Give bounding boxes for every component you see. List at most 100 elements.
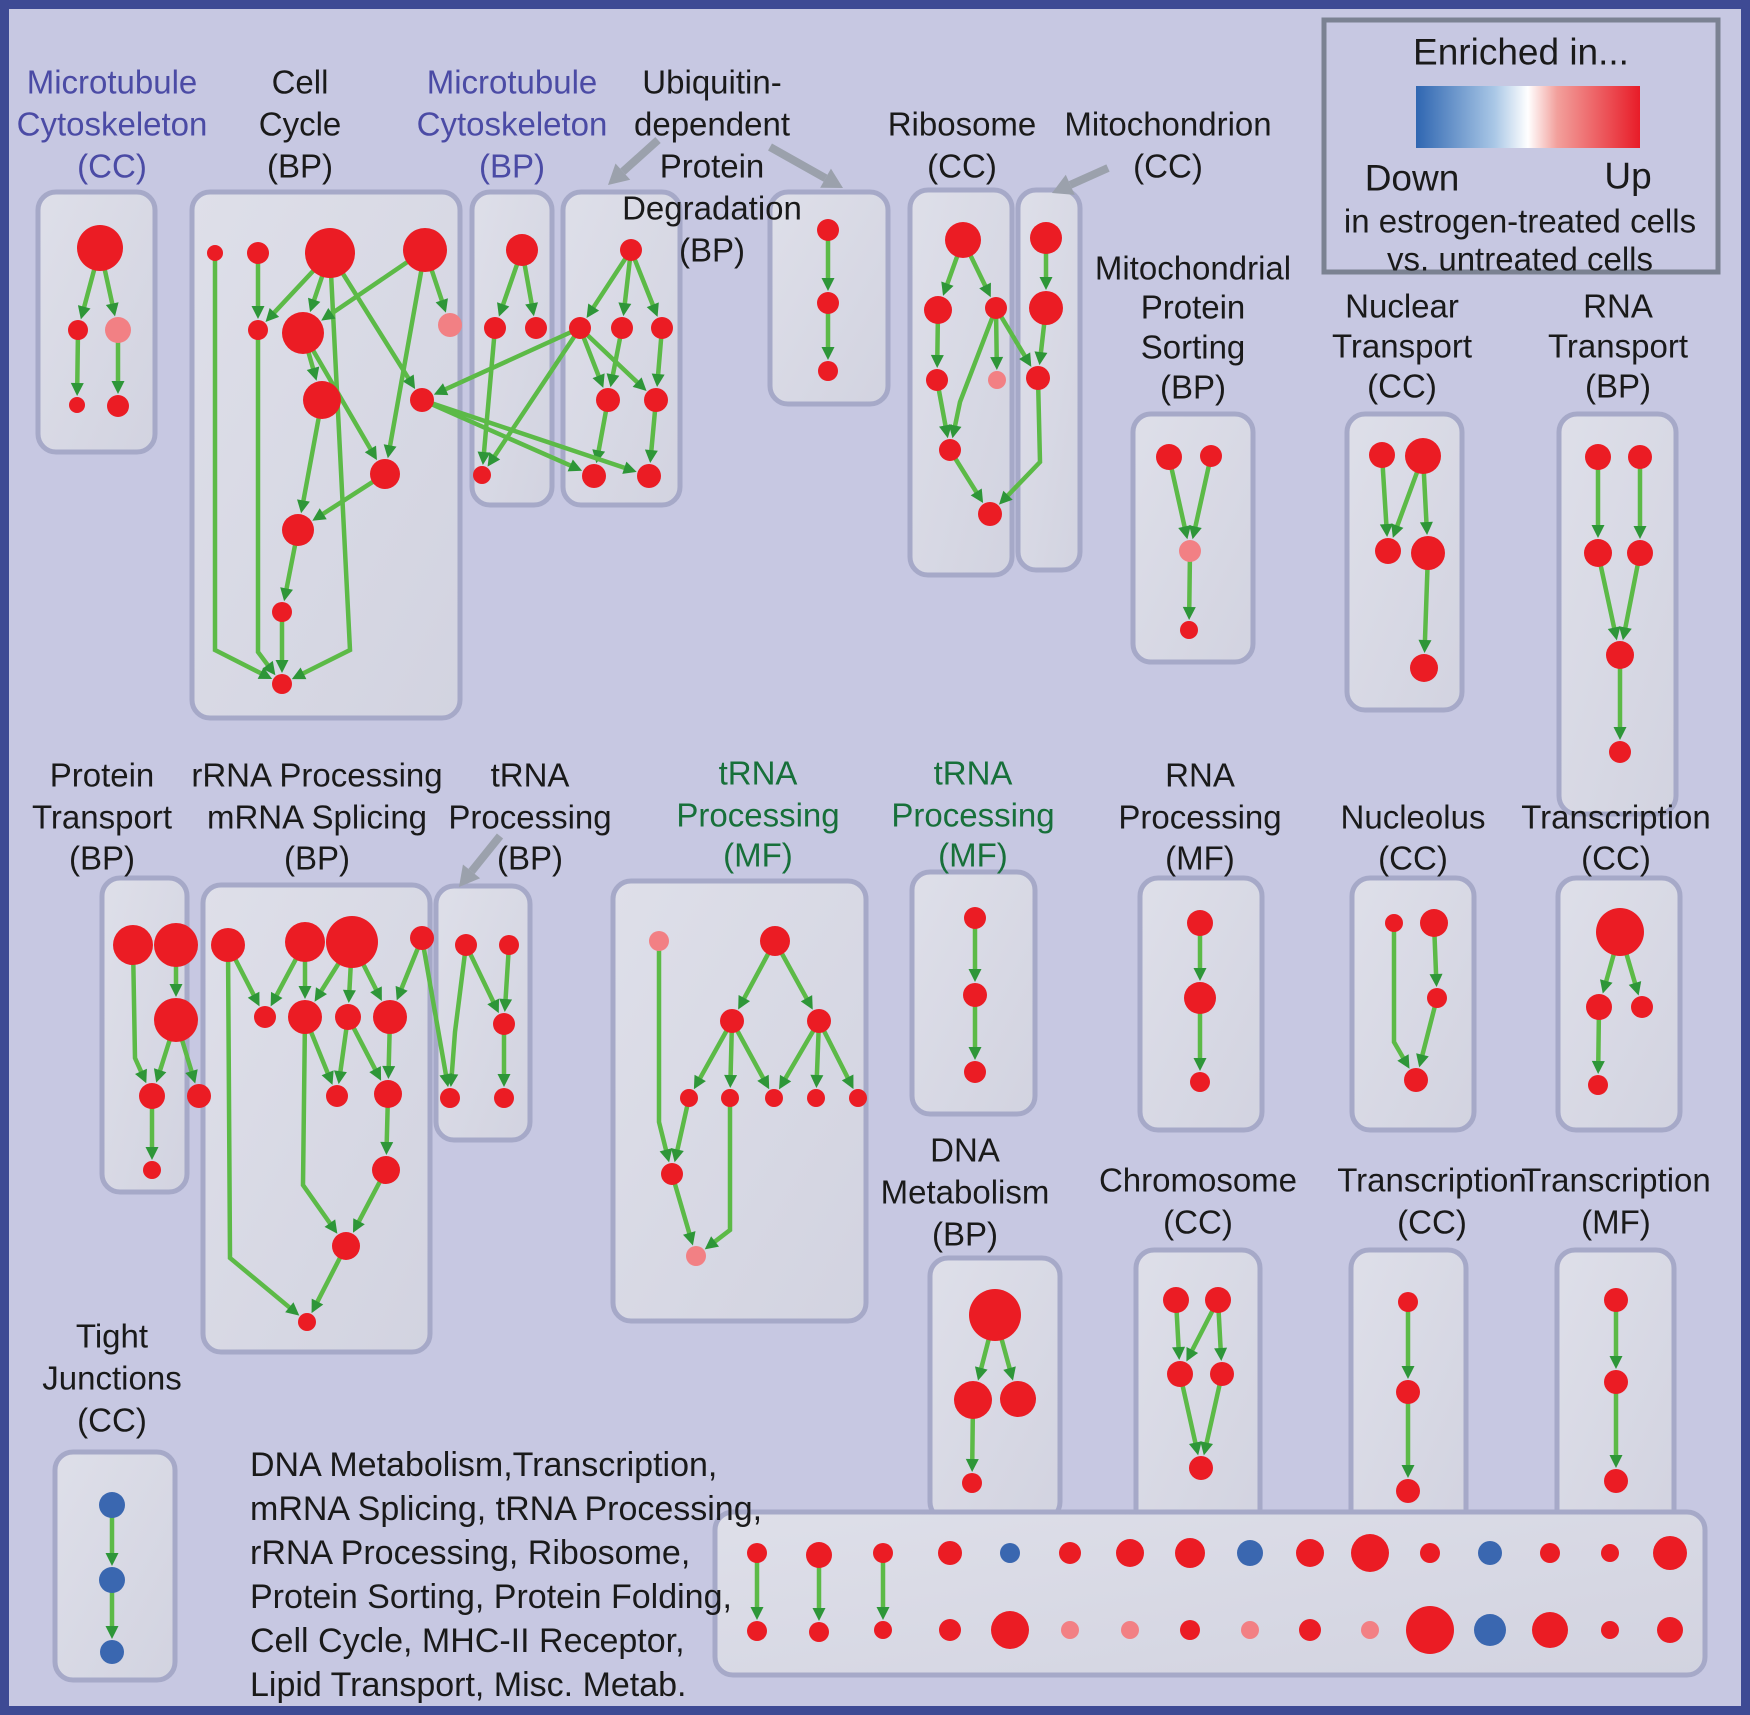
transcription-cc1-term-node xyxy=(1586,994,1612,1020)
edge-arrowhead-icon xyxy=(1214,1347,1228,1362)
tight-junctions-label: (CC) xyxy=(77,1402,147,1439)
edge-arrowhead-icon xyxy=(841,1074,854,1090)
mitochondrion-term-node xyxy=(1030,222,1062,254)
dna-metabolism-label: DNA xyxy=(930,1132,1000,1169)
rrna-label: (BP) xyxy=(284,840,350,877)
edge-arrowhead-icon xyxy=(285,1302,300,1316)
bottom-pair-node xyxy=(809,1622,829,1642)
edge-arrowhead-icon xyxy=(169,984,183,997)
edge-arrowhead-icon xyxy=(311,1298,324,1314)
edge-arrowhead-icon xyxy=(1182,606,1196,621)
edge-arrowhead-icon xyxy=(941,281,954,296)
bottom-term-dot xyxy=(1351,1534,1389,1572)
rna-transport-term-node xyxy=(1584,539,1612,567)
bottom-term-dot xyxy=(1540,1543,1560,1563)
mt-cc-term-node xyxy=(105,317,131,343)
nuclear-transport-term-node xyxy=(1369,442,1395,468)
ubiquitin-edge xyxy=(577,325,640,385)
edge-arrowhead-icon xyxy=(324,1219,338,1234)
transcription-cc1-term-node xyxy=(1631,996,1653,1018)
cross-edge xyxy=(492,325,583,459)
cell-cycle-term-node xyxy=(282,514,314,546)
edge-arrowhead-icon xyxy=(1193,968,1207,981)
ubiquitin-2-term-node xyxy=(817,219,839,241)
bottom-term-dot xyxy=(1299,1619,1321,1641)
bottom-pair-node xyxy=(747,1543,767,1563)
rrna-term-node xyxy=(332,1232,360,1260)
rna-processing-term-node xyxy=(1190,1072,1210,1092)
edge-arrowhead-icon xyxy=(622,461,637,474)
edge-arrowhead-icon xyxy=(1429,973,1443,988)
cross-edge xyxy=(419,935,449,1077)
edge-arrowhead-icon xyxy=(291,667,307,680)
protein-transport-term-node xyxy=(154,998,198,1042)
edge-arrowhead-icon xyxy=(135,1068,147,1084)
dna-metabolism-term-node xyxy=(1000,1381,1036,1417)
nuclear-transport-label: (CC) xyxy=(1367,368,1437,405)
edge-arrowhead-icon xyxy=(105,1626,119,1639)
ribosome-term-node xyxy=(985,297,1007,319)
rrna-term-node xyxy=(326,916,378,968)
transcription-cc1-label: Transcription xyxy=(1521,799,1711,836)
edge-arrowhead-icon xyxy=(1397,1054,1410,1069)
trna-bp-term-node xyxy=(455,934,477,956)
edge-arrowhead-icon xyxy=(693,1074,706,1090)
edge-arrowhead-icon xyxy=(1619,626,1632,641)
bottom-term-dot xyxy=(1657,1617,1683,1643)
edge-arrowhead-icon xyxy=(606,373,620,388)
bottom-term-dot xyxy=(1361,1621,1379,1639)
cell-cycle-edge xyxy=(212,250,263,676)
dna-metabolism-term-node xyxy=(962,1473,982,1493)
cell-cycle-label: (BP) xyxy=(267,148,333,185)
transcription-cc1-term-node xyxy=(1588,1075,1608,1095)
rrna-term-node xyxy=(372,1156,400,1184)
edge-arrowhead-icon xyxy=(618,302,632,317)
ubiquitin-2-term-node xyxy=(818,361,838,381)
trna-mf-big-box xyxy=(610,878,869,1324)
cell-cycle-term-node xyxy=(272,602,292,622)
cell-cycle-term-node xyxy=(403,228,447,272)
ribosome-term-node xyxy=(945,222,981,258)
trna-mf-2-term-node xyxy=(964,907,986,929)
edge-arrowhead-icon xyxy=(1591,1060,1605,1075)
edge-arrowhead-icon xyxy=(1172,1346,1186,1361)
edge-arrowhead-icon xyxy=(497,302,510,317)
edge-arrowhead-icon xyxy=(1186,1347,1199,1362)
edge-arrowhead-icon xyxy=(382,1065,396,1080)
bottom-term-dot xyxy=(1116,1539,1144,1567)
edge-arrowhead-icon xyxy=(321,307,336,321)
rna-processing-label: RNA xyxy=(1165,757,1235,794)
edge-arrowhead-icon xyxy=(1609,1455,1623,1468)
bottom-term-dot xyxy=(1406,1606,1454,1654)
edge-arrowhead-icon xyxy=(968,969,982,982)
edge-arrowhead-icon xyxy=(1613,727,1627,740)
dna-metabolism-label: (BP) xyxy=(932,1216,998,1253)
dna-metabolism-term-node xyxy=(954,1381,992,1419)
edge-arrowhead-icon xyxy=(567,459,583,472)
trna-bp-label: (BP) xyxy=(497,840,563,877)
trna-mf1-label: (MF) xyxy=(723,837,793,874)
bottom-term-dot xyxy=(1532,1612,1568,1648)
ribosome-label: Ribosome xyxy=(888,106,1037,143)
nucleolus-term-node xyxy=(1385,914,1403,932)
trna-mf-big-term-node xyxy=(721,1089,739,1107)
mt-bp-term-node xyxy=(525,317,547,339)
edge-arrowhead-icon xyxy=(1401,1366,1415,1379)
legend-subtitle: in estrogen-treated cells xyxy=(1344,203,1696,240)
edge-arrowhead-icon xyxy=(683,1231,696,1246)
edge-arrowhead-icon xyxy=(280,587,293,602)
edge-arrowhead-icon xyxy=(1039,277,1053,290)
edge-arrowhead-icon xyxy=(395,985,408,1001)
trna-mf-2-term-node xyxy=(964,1061,986,1083)
bottom-term-dot xyxy=(939,1619,961,1641)
legend-subtitle: vs. untreated cells xyxy=(1387,241,1653,278)
cross-edge xyxy=(443,325,583,392)
trna-mf-big-term-node xyxy=(760,926,790,956)
edge-arrowhead-icon xyxy=(1419,521,1433,536)
ribosome-label: (CC) xyxy=(927,148,997,185)
edge-arrowhead-icon xyxy=(970,488,984,503)
edge-arrowhead-icon xyxy=(812,1608,826,1621)
trna-bp-label: tRNA xyxy=(491,757,570,794)
chromosome-term-node xyxy=(1210,1362,1234,1386)
